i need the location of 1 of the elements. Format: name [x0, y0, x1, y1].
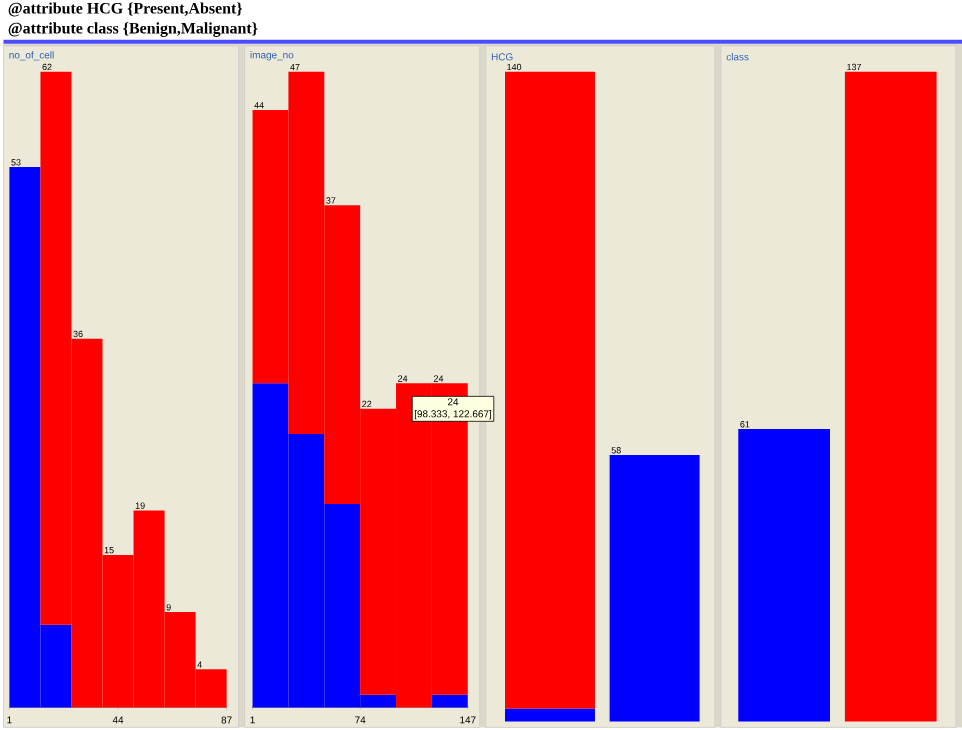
bar	[431, 694, 468, 708]
